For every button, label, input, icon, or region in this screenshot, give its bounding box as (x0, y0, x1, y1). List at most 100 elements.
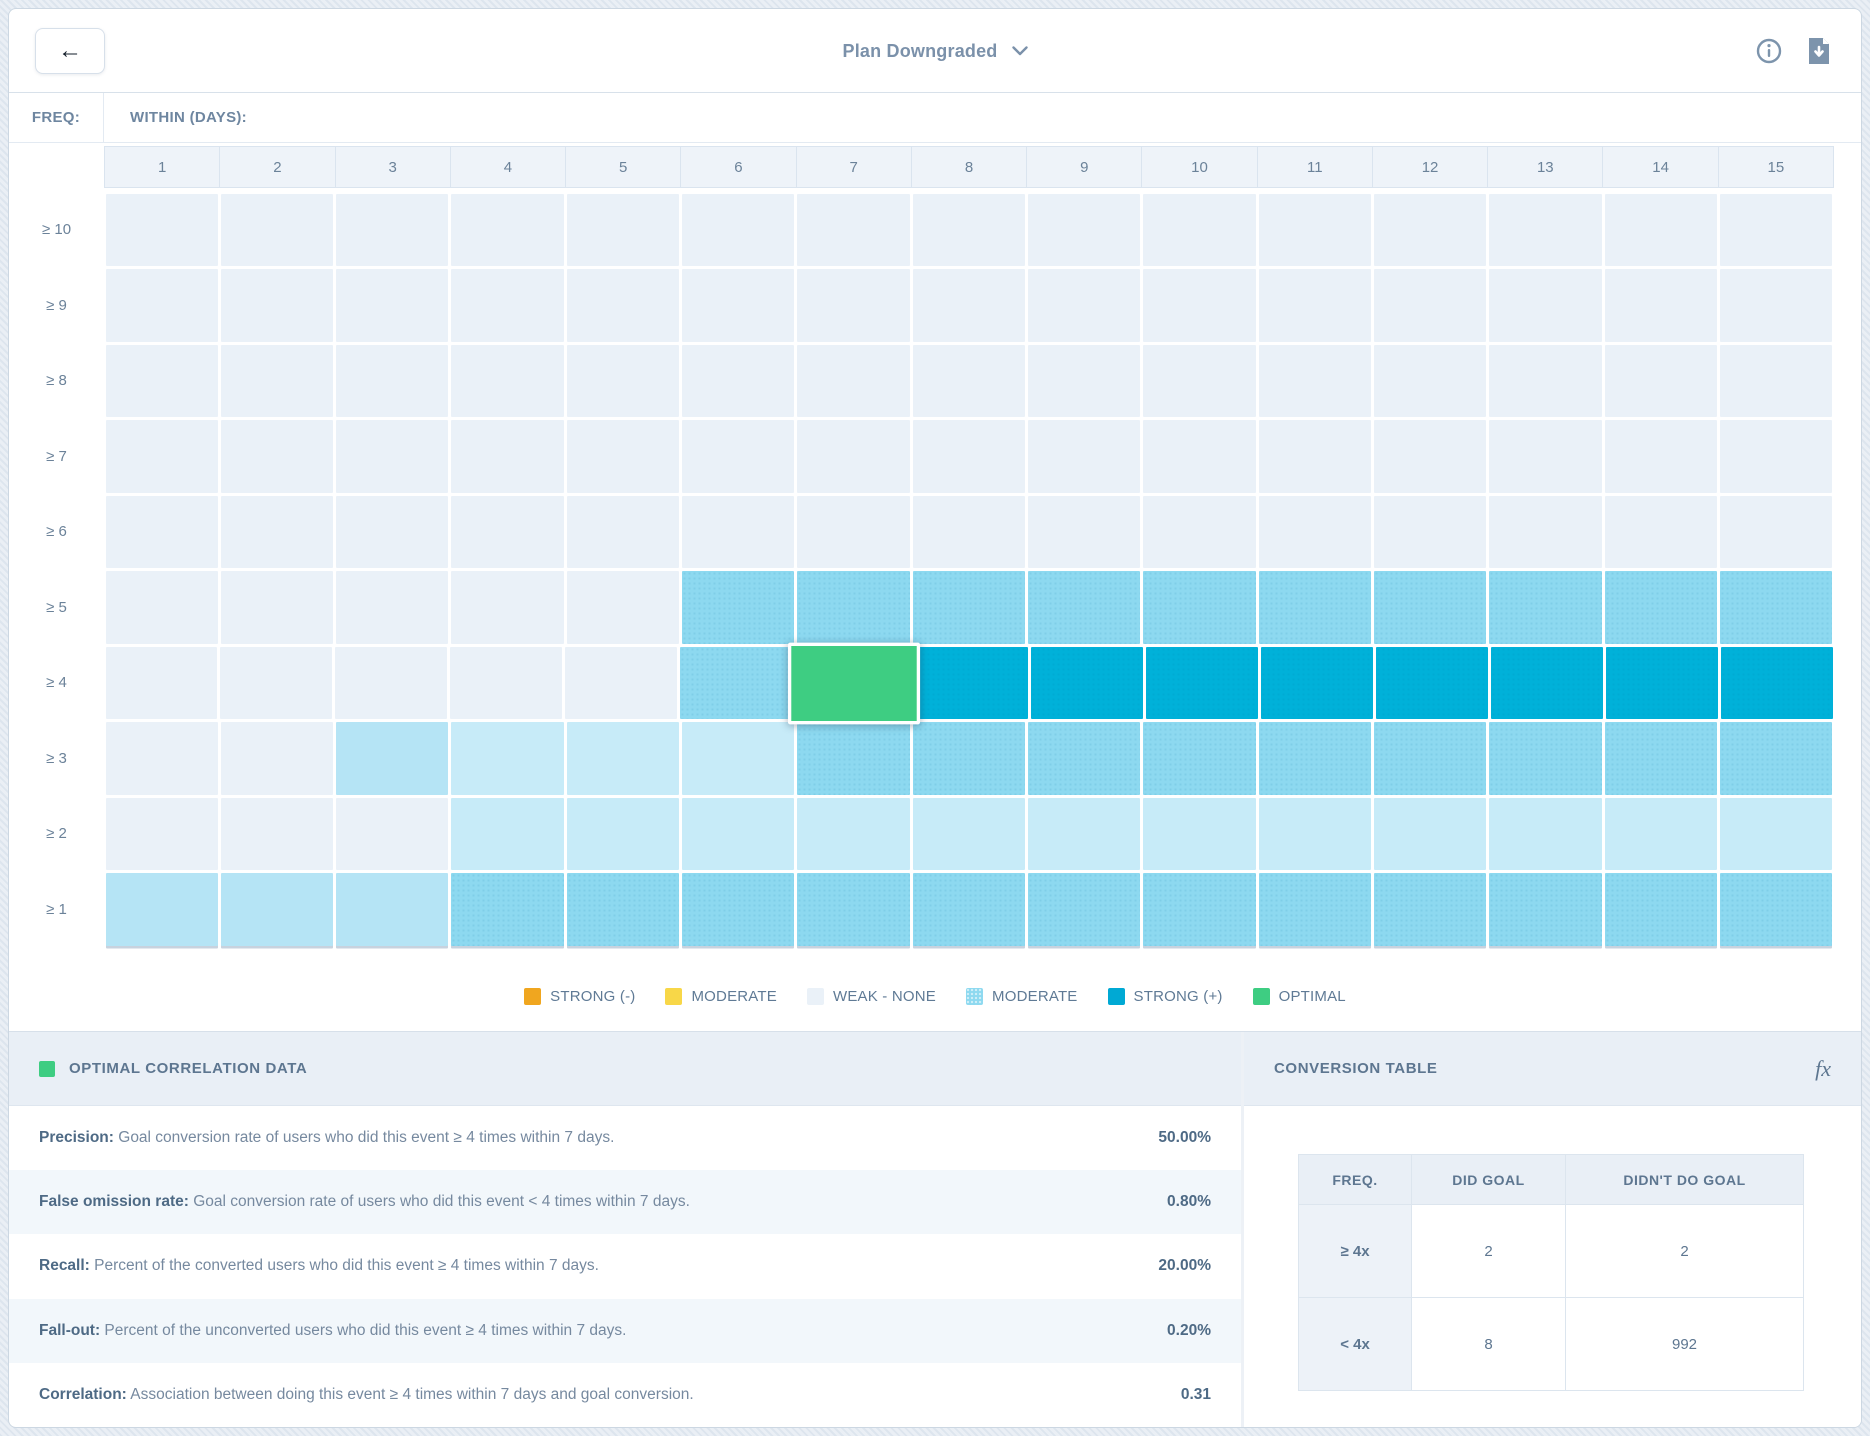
heatmap-cell[interactable] (797, 344, 910, 417)
heatmap-cell[interactable] (797, 269, 910, 342)
heatmap-cell[interactable] (912, 420, 1026, 493)
heatmap-cell[interactable] (1028, 495, 1141, 568)
heatmap-cell[interactable] (220, 571, 334, 644)
heatmap-cell[interactable] (450, 646, 563, 719)
heatmap-cell[interactable] (566, 420, 680, 493)
heatmap-cell[interactable] (1258, 722, 1372, 795)
heatmap-cell[interactable] (1145, 646, 1258, 719)
heatmap-cell[interactable] (566, 193, 680, 266)
heatmap-cell[interactable] (1258, 797, 1372, 870)
heatmap-cell-optimal[interactable] (788, 642, 921, 724)
heatmap-cell[interactable] (220, 873, 334, 946)
heatmap-cell[interactable] (1374, 797, 1487, 870)
heatmap-cell[interactable] (336, 420, 449, 493)
heatmap-cell[interactable] (336, 797, 449, 870)
heatmap-cell[interactable] (1143, 797, 1256, 870)
heatmap-cell[interactable] (1604, 269, 1718, 342)
heatmap-cell[interactable] (1374, 495, 1487, 568)
heatmap-cell[interactable] (566, 495, 680, 568)
heatmap-cell[interactable] (1143, 495, 1256, 568)
heatmap-cell[interactable] (1258, 873, 1372, 946)
heatmap-cell[interactable] (105, 420, 218, 493)
heatmap-cell[interactable] (1490, 646, 1603, 719)
heatmap-cell[interactable] (566, 797, 680, 870)
heatmap-cell[interactable] (1028, 269, 1141, 342)
heatmap-cell[interactable] (1489, 571, 1602, 644)
heatmap-cell[interactable] (451, 797, 564, 870)
heatmap-cell[interactable] (912, 344, 1026, 417)
heatmap-cell[interactable] (1260, 646, 1373, 719)
heatmap-cell[interactable] (1489, 269, 1602, 342)
heatmap-cell[interactable] (1258, 420, 1372, 493)
heatmap-cell[interactable] (1031, 646, 1143, 719)
heatmap-cell[interactable] (1605, 646, 1718, 719)
heatmap-cell[interactable] (451, 344, 564, 417)
heatmap-cell[interactable] (1028, 344, 1141, 417)
heatmap-cell[interactable] (1028, 420, 1141, 493)
heatmap-cell[interactable] (912, 797, 1026, 870)
heatmap-cell[interactable] (797, 420, 910, 493)
heatmap-cell[interactable] (1720, 873, 1833, 946)
heatmap-cell[interactable] (451, 193, 564, 266)
heatmap-cell[interactable] (336, 495, 449, 568)
heatmap-cell[interactable] (1720, 571, 1833, 644)
heatmap-cell[interactable] (1258, 344, 1372, 417)
heatmap-cell[interactable] (797, 193, 910, 266)
heatmap-cell[interactable] (682, 495, 795, 568)
heatmap-cell[interactable] (105, 193, 218, 266)
heatmap-cell[interactable] (1720, 495, 1833, 568)
event-selector[interactable]: Plan Downgraded (9, 9, 1861, 93)
heatmap-cell[interactable] (336, 873, 449, 946)
heatmap-cell[interactable] (1374, 269, 1487, 342)
heatmap-cell[interactable] (451, 269, 564, 342)
heatmap-cell[interactable] (1604, 495, 1718, 568)
heatmap-cell[interactable] (1604, 193, 1718, 266)
heatmap-cell[interactable] (1604, 797, 1718, 870)
info-icon[interactable] (1755, 37, 1783, 65)
heatmap-cell[interactable] (105, 722, 218, 795)
heatmap-cell[interactable] (105, 344, 218, 417)
heatmap-cell[interactable] (220, 722, 334, 795)
heatmap-cell[interactable] (220, 646, 333, 719)
heatmap-cell[interactable] (336, 571, 449, 644)
heatmap-cell[interactable] (1143, 269, 1256, 342)
heatmap-cell[interactable] (1375, 646, 1488, 719)
heatmap-cell[interactable] (1489, 495, 1602, 568)
heatmap-cell[interactable] (105, 873, 218, 946)
heatmap-cell[interactable] (451, 420, 564, 493)
heatmap-cell[interactable] (566, 571, 680, 644)
heatmap-cell[interactable] (912, 571, 1026, 644)
heatmap-cell[interactable] (1028, 797, 1141, 870)
heatmap-cell[interactable] (916, 646, 1028, 719)
heatmap-cell[interactable] (1489, 420, 1602, 493)
heatmap-cell[interactable] (1720, 646, 1833, 719)
heatmap-cell[interactable] (1720, 193, 1833, 266)
heatmap-cell[interactable] (566, 344, 680, 417)
heatmap-cell[interactable] (912, 193, 1026, 266)
heatmap-cell[interactable] (1604, 873, 1718, 946)
heatmap-cell[interactable] (797, 722, 910, 795)
heatmap-cell[interactable] (1143, 420, 1256, 493)
heatmap-cell[interactable] (797, 495, 910, 568)
heatmap-cell[interactable] (1374, 722, 1487, 795)
heatmap-cell[interactable] (682, 420, 795, 493)
heatmap-cell[interactable] (1489, 344, 1602, 417)
heatmap-cell[interactable] (1143, 722, 1256, 795)
heatmap-cell[interactable] (1720, 797, 1833, 870)
heatmap-cell[interactable] (1258, 571, 1372, 644)
heatmap-cell[interactable] (1374, 193, 1487, 266)
heatmap-cell[interactable] (1604, 344, 1718, 417)
heatmap-cell[interactable] (912, 722, 1026, 795)
heatmap-cell[interactable] (1489, 193, 1602, 266)
heatmap-cell[interactable] (1028, 571, 1141, 644)
heatmap-cell[interactable] (1374, 571, 1487, 644)
heatmap-cell[interactable] (105, 646, 218, 719)
heatmap-cell[interactable] (1028, 722, 1141, 795)
heatmap-cell[interactable] (566, 873, 680, 946)
heatmap-cell[interactable] (1374, 344, 1487, 417)
heatmap-cell[interactable] (1720, 722, 1833, 795)
heatmap-cell[interactable] (1720, 269, 1833, 342)
back-button[interactable]: ← (35, 28, 105, 74)
heatmap-cell[interactable] (1604, 571, 1718, 644)
heatmap-cell[interactable] (105, 495, 218, 568)
